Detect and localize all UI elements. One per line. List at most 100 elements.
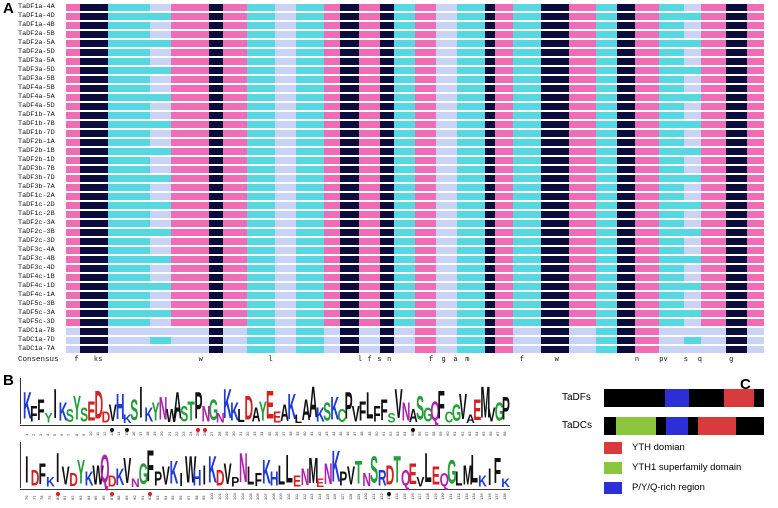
alignment-segment xyxy=(275,112,297,119)
logo-glyph: A xyxy=(301,392,311,428)
alignment-segment xyxy=(659,31,685,38)
alignment-segment xyxy=(540,283,570,290)
alignment-segment xyxy=(512,184,542,191)
sequence-name: TaDF4a-5B xyxy=(18,84,55,92)
sequence-track xyxy=(66,40,765,47)
alignment-segment xyxy=(495,319,514,326)
alignment-segment xyxy=(456,85,486,92)
sequence-name: TaDF1c-2B xyxy=(18,210,55,218)
alignment-segment xyxy=(683,49,702,56)
logo-position-label: 138 xyxy=(502,493,508,500)
alignment-segment xyxy=(701,337,727,344)
alignment-row: TaDF3a-5A xyxy=(6,57,774,66)
alignment-segment xyxy=(66,283,81,290)
alignment-segment xyxy=(596,202,618,209)
alignment-segment xyxy=(324,184,341,191)
logo-position-label: 21 xyxy=(166,431,172,436)
sequence-track xyxy=(66,166,765,173)
logo-glyph: V xyxy=(123,450,132,492)
logo-position-label: 136 xyxy=(486,493,492,500)
logo-glyph: E xyxy=(316,476,325,490)
alignment-segment xyxy=(456,13,486,20)
logo-position-label: 43 xyxy=(323,431,329,436)
alignment-segment xyxy=(394,49,416,56)
alignment-segment xyxy=(617,85,636,92)
alignment-segment xyxy=(359,40,381,47)
alignment-segment xyxy=(512,85,542,92)
alignment-segment xyxy=(66,85,81,92)
alignment-segment xyxy=(617,4,636,11)
alignment-segment xyxy=(596,121,618,128)
logo-position-label: 42 xyxy=(316,431,322,436)
logo-glyph: K xyxy=(144,403,154,427)
alignment-segment xyxy=(324,139,341,146)
alignment-segment xyxy=(435,319,458,326)
alignment-segment xyxy=(634,157,660,164)
alignment-segment xyxy=(568,202,597,209)
alignment-segment xyxy=(223,310,248,317)
alignment-segment xyxy=(596,256,618,263)
alignment-segment xyxy=(275,13,297,20)
alignment-segment xyxy=(540,193,570,200)
alignment-segment xyxy=(456,175,486,182)
alignment-segment xyxy=(683,310,702,317)
alignment-segment xyxy=(415,148,437,155)
sequence-name: TaDF2c-3B xyxy=(18,228,55,236)
alignment-segment xyxy=(435,13,458,20)
alignment-segment xyxy=(415,211,437,218)
alignment-segment xyxy=(725,166,748,173)
alignment-segment xyxy=(415,319,437,326)
alignment-segment xyxy=(617,337,636,344)
alignment-segment xyxy=(170,310,210,317)
alignment-segment xyxy=(296,139,325,146)
alignment-segment xyxy=(683,211,702,218)
alignment-segment xyxy=(701,67,727,74)
logo-glyph: P xyxy=(154,467,163,491)
alignment-segment xyxy=(324,238,341,245)
alignment-row: TaDF3a-5B xyxy=(6,75,774,84)
logo-glyph: L xyxy=(455,467,463,491)
logo-position-label: 90 xyxy=(131,495,137,500)
alignment-segment xyxy=(359,22,381,29)
alignment-segment xyxy=(435,220,458,227)
alignment-segment xyxy=(339,211,360,218)
alignment-segment xyxy=(107,247,151,254)
alignment-segment xyxy=(223,166,248,173)
alignment-segment xyxy=(107,346,151,353)
alignment-segment xyxy=(617,292,636,299)
logo-position-label: 91 xyxy=(139,495,145,500)
alignment-segment xyxy=(596,76,618,83)
alignment-segment xyxy=(209,328,224,335)
alignment-segment xyxy=(415,58,437,65)
alignment-segment xyxy=(296,130,325,137)
logo-position-label: 116 xyxy=(332,493,338,500)
alignment-segment xyxy=(324,319,341,326)
alignment-segment xyxy=(107,256,151,263)
alignment-segment xyxy=(324,193,341,200)
alignment-segment xyxy=(359,247,381,254)
alignment-segment xyxy=(701,211,727,218)
alignment-segment xyxy=(568,4,597,11)
logo-glyph: E xyxy=(431,460,440,492)
alignment-segment xyxy=(435,193,458,200)
logo-position-label: 127 xyxy=(417,493,423,500)
alignment-segment xyxy=(495,220,514,227)
alignment-segment xyxy=(394,238,416,245)
alignment-segment xyxy=(324,4,341,11)
alignment-row: TaDF1c-2D xyxy=(6,201,774,210)
logo-baseline xyxy=(20,489,510,490)
logo-glyph: Y xyxy=(151,396,160,428)
alignment-segment xyxy=(223,157,248,164)
alignment-segment xyxy=(596,67,618,74)
alignment-segment xyxy=(683,103,702,110)
alignment-segment xyxy=(209,40,224,47)
alignment-segment xyxy=(725,265,748,272)
logo-position-label: 137 xyxy=(494,493,500,500)
alignment-segment xyxy=(107,112,151,119)
alignment-segment xyxy=(394,193,416,200)
alignment-segment xyxy=(634,184,660,191)
alignment-row: TaDF1b-7D xyxy=(6,129,774,138)
alignment-segment xyxy=(394,301,416,308)
alignment-segment xyxy=(359,76,381,83)
alignment-segment xyxy=(568,130,597,137)
